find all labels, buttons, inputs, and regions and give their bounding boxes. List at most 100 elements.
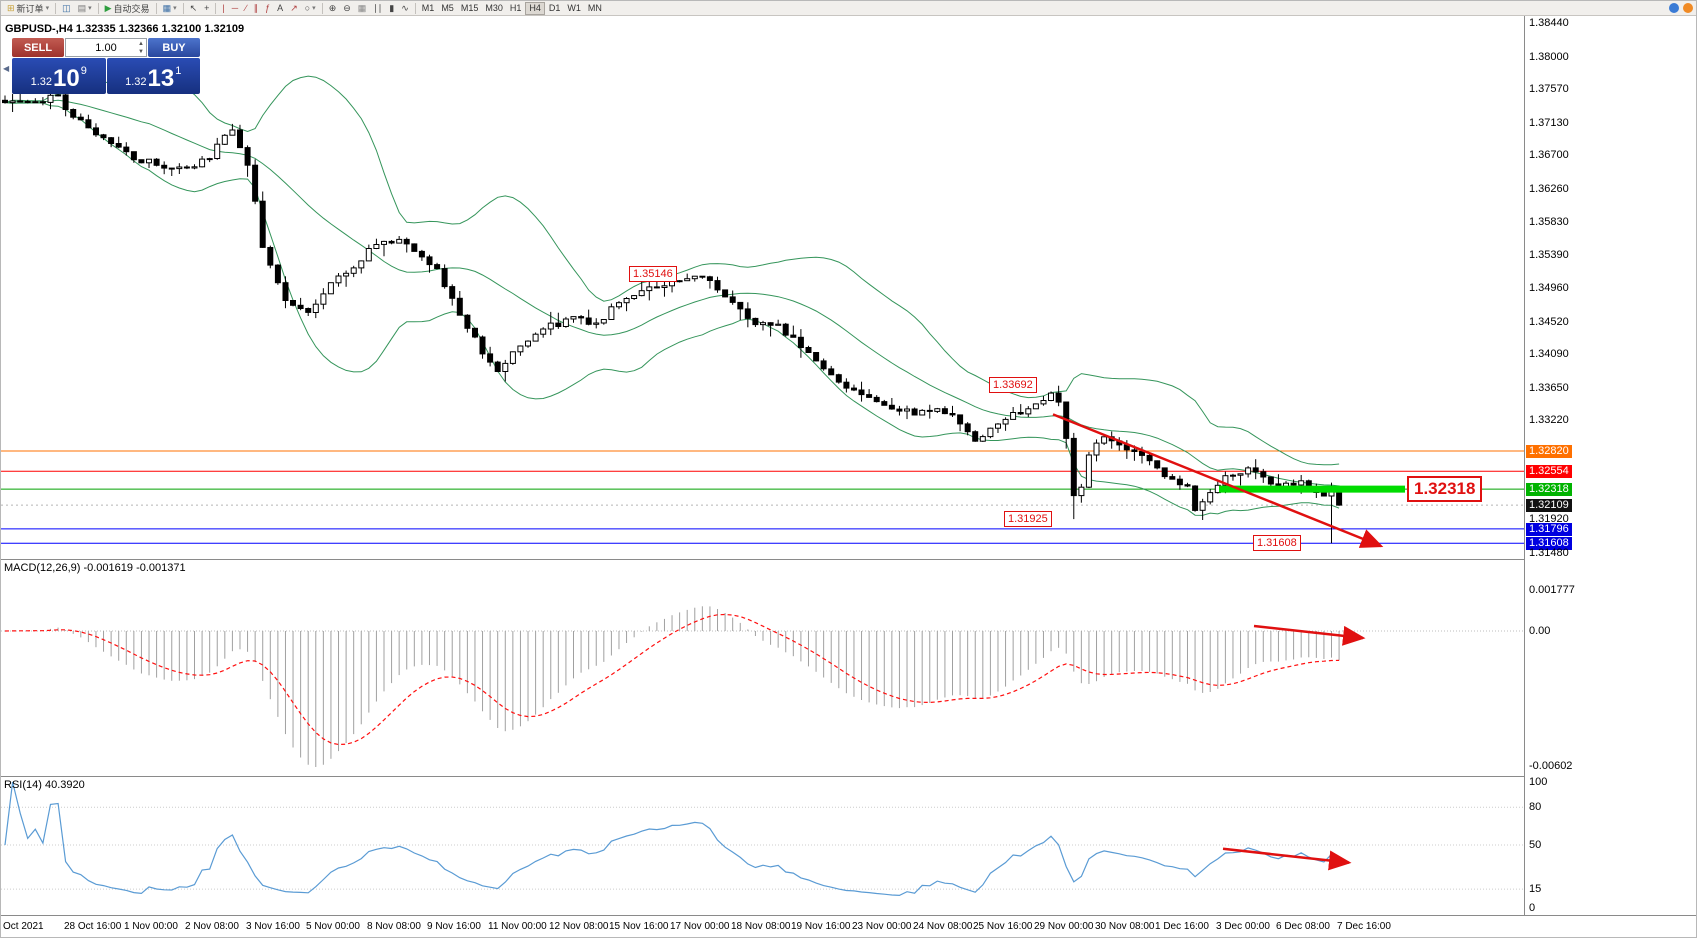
help-icon[interactable] [1669,3,1679,13]
bollinger-middle-band [4,99,1340,487]
macd-canvas [1,606,1524,767]
volume-up-icon[interactable]: ▲ [138,41,144,47]
timeframe-mn-button[interactable]: MN [587,2,602,13]
text-tool-button[interactable]: A [274,2,286,15]
shapes-icon: ○ [304,2,311,13]
toolbar-right-icons [1669,3,1695,13]
rsi-axis-label-15: 15 [1529,883,1542,895]
rsi-indicator-panel[interactable]: RSI(14) 40.3920 [1,777,1524,915]
buy-button[interactable]: BUY [148,38,200,57]
sell-price-big: 10 [53,65,80,92]
main-price-chart[interactable]: GBPUSD-,H4 1.32335 1.32366 1.32100 1.321… [1,16,1524,560]
horizontal-line-tool-button[interactable]: ─ [229,2,241,15]
price-annotation-1.31608[interactable]: 1.31608 [1253,535,1301,551]
time-axis-label: 8 Nov 08:00 [367,921,421,932]
downtrend-arrow[interactable] [1052,413,1384,548]
timeframe-w1-button[interactable]: W1 [567,2,581,13]
price-axis-label-1.35830: 1.35830 [1529,216,1569,228]
timeframe-m15-button[interactable]: M15 [460,2,479,13]
line-chart-icon: ∿ [401,2,409,13]
timeframe-m30-button[interactable]: M30 [485,2,503,13]
timeframe-h1-button[interactable]: H1 [509,2,522,13]
sell-button[interactable]: SELL [12,38,64,57]
macd-indicator-panel[interactable]: MACD(12,26,9) -0.001619 -0.001371 [1,560,1524,777]
time-axis-label: 7 Dec 16:00 [1337,921,1391,932]
timeframe-m1-button[interactable]: M1 [421,2,435,13]
price-axis-label-1.34960: 1.34960 [1529,282,1569,294]
price-axis-label-1.31920: 1.31920 [1529,513,1569,525]
new-chart-button[interactable]: ▦ ▾ [160,2,180,15]
fibonacci-icon: ƒ [265,2,271,13]
price-axis-label-1.37570: 1.37570 [1529,83,1569,95]
time-axis-label: 5 Nov 00:00 [306,921,360,932]
zoom-out-icon: ⊖ [343,2,351,13]
one-click-collapse-button[interactable]: ◀ [3,64,10,73]
toolbar-separator [321,2,323,14]
zoom-in-button[interactable]: ⊕ [326,2,340,15]
charts-window-button[interactable]: ◫ [59,2,74,15]
time-axis-label: 2 Nov 08:00 [185,921,239,932]
arrows-tool-button[interactable]: ↗ [287,2,301,15]
time-axis-label: 12 Nov 08:00 [549,921,609,932]
price-axis-label-1.34090: 1.34090 [1529,348,1569,360]
line-chart-type-button[interactable]: ∿ [398,2,412,15]
trendline-icon: ∕ [245,2,247,13]
candlestick-series [2,86,1343,544]
rsi-axis-label-80: 80 [1529,801,1542,813]
time-axis-label: 9 Nov 16:00 [427,921,481,932]
price-annotation-1.33692[interactable]: 1.33692 [989,377,1037,393]
arrow-object-icon: ↗ [290,2,298,13]
time-axis-label: 28 Oct 16:00 [64,921,122,932]
price-axis[interactable]: 1.38440 1.38000 1.37570 1.37130 1.36700 1.362… [1524,16,1696,915]
trendline-tool-button[interactable]: ∕ [242,2,250,15]
macd-trend-arrow[interactable] [1253,624,1366,646]
timeframe-m5-button[interactable]: M5 [441,2,454,13]
volume-down-icon[interactable]: ▼ [138,49,144,55]
candle-chart-type-button[interactable]: ▮ [386,2,397,15]
rsi-line [4,781,1340,897]
rsi-trend-arrow[interactable] [1222,847,1352,871]
grid-button[interactable]: ▦ [355,2,370,15]
zoom-out-button[interactable]: ⊖ [340,2,354,15]
horizontal-line-icon: ─ [231,2,239,13]
time-axis-label: 3 Nov 16:00 [246,921,300,932]
macd-axis-label-0.00: 0.00 [1529,625,1551,637]
toolbar-separator [414,2,416,14]
dropdown-caret-icon: ▾ [88,5,92,12]
profiles-button[interactable]: ▤ ▾ [75,2,95,15]
buy-price-display[interactable]: 1.32 13 1 [106,58,200,94]
shapes-tool-button[interactable]: ○ ▾ [302,2,319,15]
price-annotation-1.31925[interactable]: 1.31925 [1004,511,1052,527]
rsi-axis-label-100: 100 [1529,776,1548,788]
candlestick-chart-canvas [1,75,1524,548]
time-axis-label: 15 Nov 16:00 [609,921,669,932]
dropdown-caret-icon: ▾ [45,5,50,12]
alerts-icon[interactable] [1683,3,1693,13]
bar-chart-type-button[interactable]: ∣∣ [370,2,385,15]
macd-axis-label--0.00602: -0.00602 [1529,760,1573,772]
crosshair-tool-button[interactable]: + [201,2,212,15]
sell-price-pipette: 9 [80,65,87,77]
time-axis[interactable]: Oct 2021 28 Oct 16:00 1 Nov 00:00 2 Nov 08:… [1,915,1696,937]
timeframe-h4-button[interactable]: H4 [525,1,545,15]
price-annotation-1.32318[interactable]: 1.32318 [1407,476,1483,502]
macd-signal-line [4,613,1340,746]
channel-tool-button[interactable]: ∥ [251,2,262,15]
symbol-ohlc-info: GBPUSD-,H4 1.32335 1.32366 1.32100 1.321… [5,23,245,35]
auto-trading-button[interactable]: ▶ 自动交易 [102,2,153,15]
fibonacci-tool-button[interactable]: ƒ [262,2,273,15]
volume-input[interactable]: 1.00 ▲ ▼ [65,38,147,57]
price-axis-label-1.36700: 1.36700 [1529,149,1569,161]
price-axis-label-1.34520: 1.34520 [1529,316,1569,328]
time-axis-label: 17 Nov 00:00 [670,921,730,932]
new-order-button[interactable]: ⊞ 新订单 ▾ [4,2,52,15]
price-axis-label-1.37130: 1.37130 [1529,117,1569,129]
price-annotation-1.35146[interactable]: 1.35146 [629,266,677,282]
toolbar-separator [182,2,184,14]
cursor-tool-button[interactable]: ↖ [187,2,201,15]
sell-price-display[interactable]: 1.32 10 9 [12,58,106,94]
price-axis-label-1.38000: 1.38000 [1529,51,1569,63]
timeframe-d1-button[interactable]: D1 [548,2,561,13]
volume-stepper[interactable]: ▲ ▼ [138,40,144,56]
vertical-line-tool-button[interactable]: | [219,2,227,15]
